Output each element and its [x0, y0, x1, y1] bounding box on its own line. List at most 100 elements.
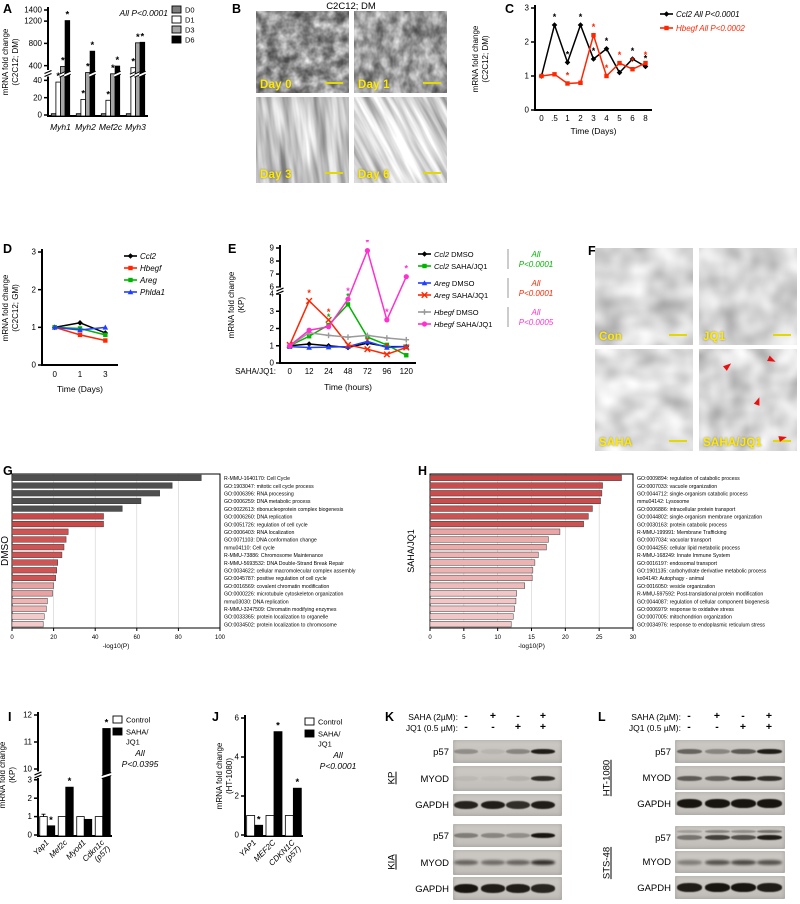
svg-text:*: *	[116, 55, 120, 66]
blot-strip-p57	[453, 740, 562, 763]
panel-a-grouped-bar-chart: 0 20 40 400 800 1200 1400 * * * Myh1 * * * Myh2 * * * Mef2…	[0, 0, 228, 140]
svg-text:1200: 1200	[24, 17, 42, 26]
micrograph-day-6: Day 6	[354, 97, 447, 183]
svg-text:-log10(P): -log10(P)	[518, 643, 545, 650]
treatment-sign: +	[539, 710, 547, 722]
svg-text:10: 10	[494, 635, 501, 641]
micrograph-con: Con	[595, 248, 693, 345]
protein-band	[676, 775, 702, 781]
svg-text:Time (Days): Time (Days)	[57, 384, 103, 394]
svg-text:*: *	[366, 240, 370, 248]
svg-text:Control: Control	[126, 716, 151, 725]
svg-text:0: 0	[52, 370, 57, 379]
protein-band	[481, 860, 505, 865]
panel-b-micrographs: C2C12; DM Day 0 Day 1 Day 3 Day 6	[230, 0, 455, 190]
svg-text:2: 2	[525, 38, 530, 47]
panel-label-a: A	[3, 2, 13, 16]
micrograph-label: Day 1	[358, 79, 390, 91]
panel-i-grouped-bar-chart: 0 1 2 3 10 11 12 * Yap1 * Mef2c Myod1 * Cdkn1c (p57) mR…	[0, 700, 202, 904]
blot-strip-gapdh	[675, 792, 785, 815]
blot-target-label: MYOD	[642, 857, 672, 868]
panel-f-micrographs: Con JQ1 SAHA SAHA/JQ1	[588, 240, 800, 455]
protein-band	[506, 776, 530, 781]
svg-text:2: 2	[32, 285, 37, 294]
treatment-sign: -	[491, 721, 495, 733]
svg-text:3: 3	[28, 775, 33, 784]
svg-text:120: 120	[400, 367, 414, 376]
blot-target-label: GAPDH	[415, 883, 449, 895]
svg-text:5: 5	[617, 114, 622, 123]
svg-text:P<0.0001: P<0.0001	[519, 289, 553, 298]
svg-text:25: 25	[596, 635, 603, 641]
micrograph-day-1: Day 1	[354, 11, 447, 93]
treatment-sign: -	[464, 721, 468, 733]
svg-text:Myh1: Myh1	[50, 122, 71, 132]
svg-text:0: 0	[10, 635, 14, 641]
protein-band	[756, 749, 782, 754]
svg-text:72: 72	[363, 367, 372, 376]
svg-text:Hbegf DMSO: Hbegf DMSO	[434, 308, 479, 317]
treatment-sign: +	[713, 710, 721, 722]
svg-text:mRNA fold change: mRNA fold change	[0, 741, 7, 808]
svg-text:20: 20	[562, 635, 569, 641]
protein-band	[481, 749, 505, 754]
svg-text:Phlda1: Phlda1	[140, 288, 165, 297]
svg-text:*: *	[644, 53, 648, 63]
svg-text:GO:0006979: response to oxidat: GO:0006979: response to oxidative stress	[637, 607, 734, 613]
svg-text:D3: D3	[185, 26, 195, 35]
protein-band-secondary	[730, 830, 756, 833]
scale-bar	[423, 171, 441, 174]
protein-band	[676, 749, 702, 754]
svg-text:(C2C12; GM): (C2C12; GM)	[11, 284, 20, 332]
svg-text:GO:0007033: vacuole organizati: GO:0007033: vacuole organization	[637, 484, 717, 490]
protein-band	[756, 799, 782, 808]
panel-l-western-blots: SAHA (2µM): - + - + JQ1 (0.5 µM): - - + + HT-1080 p…	[595, 700, 800, 904]
panel-label-g: G	[3, 464, 13, 478]
svg-text:*: *	[307, 288, 311, 298]
svg-text:*: *	[295, 777, 299, 788]
svg-text:2: 2	[28, 794, 33, 803]
svg-text:*: *	[385, 341, 389, 351]
svg-text:15: 15	[528, 635, 535, 641]
micrograph-texture	[699, 349, 797, 451]
svg-text:mmu04142: Lysosome: mmu04142: Lysosome	[637, 499, 689, 505]
svg-text:JQ1: JQ1	[126, 738, 140, 747]
blot-target-label: GAPDH	[415, 800, 449, 811]
svg-text:GO:0034622: cellular macromole: GO:0034622: cellular macromolecular comp…	[224, 568, 356, 574]
svg-text:DMSO: DMSO	[0, 536, 11, 566]
svg-text:Mef2c: Mef2c	[99, 122, 123, 132]
micrograph-texture	[256, 97, 349, 183]
panel-label-e: E	[228, 242, 237, 256]
protein-band	[730, 799, 756, 808]
svg-text:*: *	[605, 63, 609, 73]
svg-text:SAHA/: SAHA/	[318, 730, 341, 739]
svg-text:11: 11	[24, 738, 33, 747]
blot-strip-gapdh	[453, 877, 562, 900]
micrograph-label: Day 3	[260, 169, 292, 181]
svg-text:1: 1	[78, 370, 83, 379]
panel-c-line-chart: 0 1 2 3 0.5 1 2 3 4 5 6 8 Time (Days) mRNA fold chang…	[460, 0, 800, 140]
protein-band	[756, 835, 782, 840]
svg-text:4: 4	[270, 290, 275, 299]
panel-label-b: B	[232, 2, 242, 16]
svg-text:6: 6	[270, 283, 275, 292]
svg-text:*: *	[56, 71, 60, 82]
svg-text:*: *	[66, 10, 70, 21]
svg-text:*: *	[86, 62, 90, 73]
svg-text:GO:0009894: regulation of cata: GO:0009894: regulation of catabolic proc…	[637, 476, 740, 482]
svg-text:20: 20	[33, 93, 42, 102]
blot-strip-p57	[453, 824, 562, 847]
protein-band	[756, 859, 782, 865]
svg-text:R-MMU-3247509: Chromatin modif: R-MMU-3247509: Chromatin modifying enzym…	[224, 607, 337, 613]
panel-label-j: J	[212, 710, 219, 724]
protein-band	[704, 775, 730, 781]
svg-text:(C2C12; DM): (C2C12; DM)	[481, 35, 490, 82]
blot-target-label: p57	[433, 746, 449, 758]
svg-text:0: 0	[539, 114, 544, 123]
svg-text:*: *	[136, 32, 140, 43]
panel-e-line-chart: 0 1 2 3 4 6 7 8 9 0 12 24 48 72 96 120 SAHA/JQ1: Time (ho…	[220, 238, 565, 412]
protein-band	[730, 775, 756, 781]
micrograph-label: Con	[599, 331, 622, 343]
svg-text:*: *	[49, 815, 53, 826]
